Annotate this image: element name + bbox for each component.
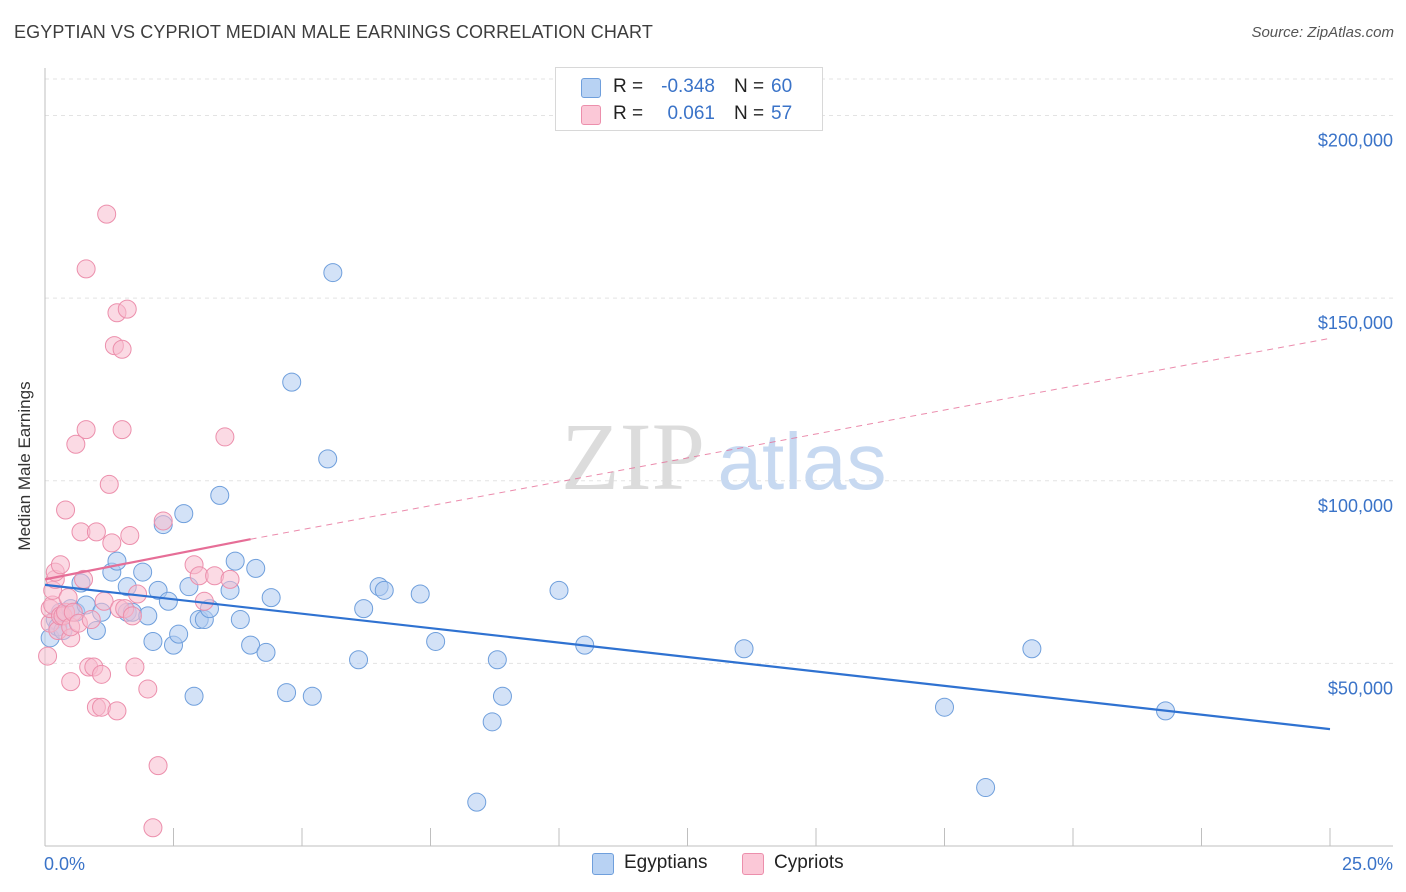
data-points: [38, 204, 1176, 838]
cypriot-point: [99, 474, 119, 494]
cypriot-point: [125, 657, 145, 677]
egyptian-point: [246, 558, 266, 578]
egyptians-legend-swatch: [592, 853, 614, 875]
egyptian-point: [169, 624, 189, 644]
gridlines: [45, 78, 1393, 664]
cypriot-point: [148, 756, 168, 776]
y-tick-labels: $50,000 $100,000 $150,000 $200,000: [1318, 131, 1393, 699]
egyptian-point: [374, 580, 394, 600]
egyptian-point: [487, 650, 507, 670]
cypriot-point: [76, 259, 96, 279]
egyptian-point: [1022, 639, 1042, 659]
cypriots-legend-swatch: [742, 853, 764, 875]
x-tick-label-min: 0.0%: [44, 854, 85, 874]
cypriot-point: [117, 299, 137, 319]
y-tick-label: $50,000: [1328, 678, 1393, 698]
watermark: ZIP atlas: [561, 403, 886, 510]
n-label: N =: [734, 103, 765, 124]
egyptian-point: [282, 372, 302, 392]
y-tick-label: $100,000: [1318, 496, 1393, 516]
cypriot-point: [38, 646, 58, 666]
egyptian-point: [349, 650, 369, 670]
cypriot-point: [215, 427, 235, 447]
n-value: 57: [771, 103, 793, 124]
y-tick-label: $200,000: [1318, 131, 1393, 151]
egyptian-point: [158, 591, 178, 611]
cypriot-point: [112, 339, 132, 359]
egyptian-point: [174, 504, 194, 524]
cypriot-point: [220, 569, 240, 589]
r-value: -0.348: [661, 76, 715, 97]
cypriot-point: [66, 434, 86, 454]
x-tick-label-max: 25.0%: [1342, 854, 1393, 874]
cypriots-legend-label: Cypriots: [774, 852, 844, 873]
cypriot-point: [122, 606, 142, 626]
cypriot-point: [50, 555, 70, 575]
cypriot-point: [97, 204, 117, 224]
watermark-atlas: atlas: [718, 417, 887, 506]
egyptian-point: [277, 683, 297, 703]
axes: [44, 68, 1393, 847]
egyptian-point: [210, 485, 230, 505]
watermark-zip: ZIP: [561, 403, 705, 510]
cypriot-point: [112, 420, 132, 440]
cypriot-point: [92, 664, 112, 684]
cypriot-point: [61, 672, 81, 692]
cypriots-trend-line: [44, 538, 251, 581]
egyptian-point: [302, 686, 322, 706]
n-value: 60: [771, 76, 793, 97]
cypriot-point: [81, 610, 101, 630]
r-label: R =: [613, 76, 644, 97]
egyptians-swatch: [581, 78, 601, 98]
egyptian-point: [482, 712, 502, 732]
egyptian-point: [133, 562, 153, 582]
cypriot-point: [56, 500, 76, 520]
egyptian-point: [225, 551, 245, 571]
cypriot-point: [143, 818, 163, 838]
cypriot-point: [153, 511, 173, 531]
egyptian-point: [467, 792, 487, 812]
cypriot-point: [107, 701, 127, 721]
r-label: R =: [613, 103, 644, 124]
egyptian-point: [426, 631, 446, 651]
cypriot-point: [86, 522, 106, 542]
n-label: N =: [734, 76, 765, 97]
cypriots-trend-extension: [250, 337, 1331, 540]
egyptian-point: [184, 686, 204, 706]
cypriot-point: [138, 679, 158, 699]
egyptian-point: [734, 639, 754, 659]
cypriots-swatch: [581, 105, 601, 125]
egyptian-point: [261, 588, 281, 608]
egyptian-point: [549, 580, 569, 600]
egyptians-legend-label: Egyptians: [624, 852, 708, 873]
chart-title: EGYPTIAN VS CYPRIOT MEDIAN MALE EARNINGS…: [14, 22, 653, 42]
y-tick-label: $150,000: [1318, 313, 1393, 333]
egyptian-point: [935, 697, 954, 717]
egyptian-point: [230, 610, 250, 630]
cypriot-point: [102, 533, 122, 553]
cypriot-point: [76, 420, 96, 440]
egyptian-point: [256, 642, 276, 662]
correlation-legend: R = -0.348 N = 60 R = 0.061 N = 57: [555, 67, 823, 131]
egyptian-point: [354, 599, 374, 619]
egyptian-point: [323, 263, 343, 283]
source-label: Source: ZipAtlas.com: [1251, 24, 1394, 41]
egyptian-point: [241, 635, 261, 655]
trend-lines: [44, 337, 1331, 731]
egyptian-point: [143, 631, 163, 651]
egyptian-point: [318, 449, 338, 469]
egyptian-point: [976, 778, 996, 798]
cypriot-point: [120, 526, 140, 546]
egyptian-point: [410, 584, 430, 604]
egyptians-trend-line: [44, 583, 1331, 731]
r-value: 0.061: [667, 103, 715, 124]
egyptian-point: [492, 686, 512, 706]
